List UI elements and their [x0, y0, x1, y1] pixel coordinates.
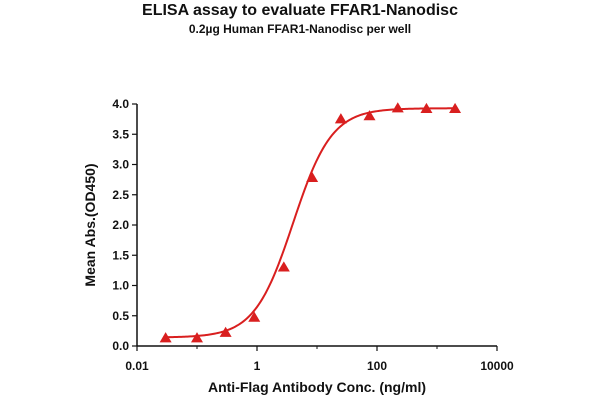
y-tick-label: 3.5: [112, 127, 129, 141]
y-axis-label: Mean Abs.(OD450): [82, 163, 98, 286]
ticks: 0.0 0.5 1.0 1.5 2.0 2.5 3.0 3.5 4.0 0.01 1 100 10000: [112, 97, 514, 373]
data-point: [277, 261, 290, 272]
y-tick-label: 4.0: [112, 97, 129, 111]
data-points: [159, 102, 462, 343]
y-tick-label: 2.0: [112, 218, 129, 232]
data-point: [159, 332, 172, 343]
data-point: [306, 171, 319, 183]
y-tick-label: 0.5: [112, 309, 129, 323]
x-tick-label: 0.01: [125, 359, 149, 373]
y-tick-label: 1.0: [112, 279, 129, 293]
data-point: [191, 332, 203, 343]
fit-curve: [165, 107, 456, 339]
x-axis-label: Anti-Flag Antibody Conc. (ng/ml): [208, 379, 426, 395]
axes: [136, 104, 497, 347]
data-point: [449, 102, 462, 114]
y-tick-label: 0.0: [112, 339, 129, 353]
y-tick-label: 2.5: [112, 188, 129, 202]
x-tick-label: 10000: [480, 359, 514, 373]
data-point: [334, 113, 347, 124]
chart-subtitle: 0.2µg Human FFAR1-Nanodisc per well: [188, 22, 412, 36]
data-point: [248, 311, 261, 322]
y-tick-label: 3.0: [112, 158, 129, 172]
data-point: [219, 326, 232, 337]
data-point: [420, 102, 433, 114]
x-tick-label: 100: [367, 359, 387, 373]
y-tick-label: 1.5: [112, 248, 129, 262]
data-point: [363, 110, 376, 121]
x-tick-label: 1: [254, 359, 261, 373]
chart-title: ELISA assay to evaluate FFAR1-Nanodisc: [142, 2, 458, 19]
data-point: [391, 102, 404, 113]
